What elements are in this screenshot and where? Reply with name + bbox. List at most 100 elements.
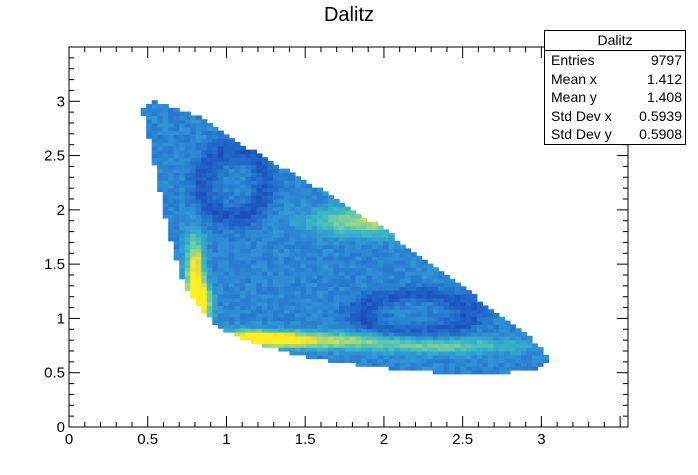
heatmap-cell bbox=[162, 111, 169, 116]
heatmap-cell bbox=[443, 362, 450, 367]
heatmap-cell bbox=[410, 259, 417, 265]
heatmap-cell bbox=[162, 123, 169, 128]
heatmap-cell bbox=[283, 237, 291, 242]
heatmap-cell bbox=[267, 313, 274, 318]
heatmap-cell bbox=[482, 358, 489, 363]
heatmap-cell bbox=[333, 233, 340, 238]
heatmap-cell bbox=[476, 351, 483, 356]
heatmap-cell bbox=[317, 286, 324, 291]
heatmap-cell bbox=[438, 316, 445, 322]
heatmap-cell bbox=[212, 210, 219, 215]
stats-row-entries: Entries 9797 bbox=[545, 51, 685, 70]
heatmap-cell bbox=[311, 221, 318, 227]
heatmap-cell bbox=[322, 195, 329, 200]
heatmap-cell bbox=[339, 328, 346, 333]
heatmap-cell bbox=[245, 328, 252, 333]
heatmap-cell bbox=[350, 290, 357, 295]
heatmap-cell bbox=[372, 354, 379, 360]
heatmap-cell bbox=[294, 328, 302, 333]
heatmap-cell bbox=[151, 126, 158, 132]
heatmap-cell bbox=[190, 248, 197, 253]
heatmap-cell bbox=[421, 366, 428, 371]
heatmap-cell bbox=[228, 161, 235, 166]
heatmap-cell bbox=[328, 328, 335, 333]
heatmap-cell bbox=[201, 290, 208, 295]
heatmap-cell bbox=[289, 332, 296, 337]
heatmap-cell bbox=[498, 370, 505, 375]
heatmap-cell bbox=[432, 305, 439, 310]
heatmap-cell bbox=[366, 358, 373, 363]
heatmap-cell bbox=[410, 335, 417, 341]
heatmap-cell bbox=[228, 229, 235, 234]
heatmap-cell bbox=[465, 301, 472, 306]
heatmap-cell bbox=[305, 263, 313, 268]
heatmap-cell bbox=[239, 180, 246, 185]
heatmap-cell bbox=[509, 324, 517, 329]
heatmap-cell bbox=[195, 115, 202, 120]
heatmap-cell bbox=[228, 149, 235, 154]
heatmap-cell bbox=[322, 259, 329, 265]
heatmap-cell bbox=[317, 297, 324, 303]
heatmap-cell bbox=[410, 278, 417, 284]
heatmap-cell bbox=[339, 225, 346, 230]
heatmap-cell bbox=[184, 278, 191, 284]
heatmap-cell bbox=[350, 221, 357, 227]
heatmap-cell bbox=[410, 282, 417, 287]
heatmap-cell bbox=[410, 290, 417, 295]
heatmap-cell bbox=[405, 286, 412, 291]
heatmap-cell bbox=[283, 183, 291, 189]
heatmap-cell bbox=[294, 305, 302, 310]
heatmap-cell bbox=[217, 153, 224, 158]
heatmap-cell bbox=[471, 366, 478, 371]
heatmap-cell bbox=[317, 351, 324, 356]
stats-title: Dalitz bbox=[545, 31, 685, 51]
heatmap-cell bbox=[377, 328, 384, 333]
heatmap-cell bbox=[366, 328, 373, 333]
heatmap-cell bbox=[476, 309, 483, 314]
heatmap-cell bbox=[372, 240, 379, 246]
heatmap-cell bbox=[157, 115, 164, 120]
heatmap-cell bbox=[184, 221, 191, 227]
heatmap-cell bbox=[173, 123, 180, 128]
heatmap-cell bbox=[383, 240, 390, 246]
heatmap-cell bbox=[294, 286, 302, 291]
heatmap-cell bbox=[482, 351, 489, 356]
heatmap-cell bbox=[289, 210, 296, 215]
heatmap-cell bbox=[151, 111, 158, 116]
heatmap-cell bbox=[372, 332, 379, 337]
heatmap-cell bbox=[272, 233, 280, 238]
heatmap-cell bbox=[383, 259, 390, 265]
heatmap-cell bbox=[190, 126, 197, 132]
heatmap-cell bbox=[283, 316, 291, 322]
heatmap-cell bbox=[261, 343, 268, 348]
heatmap-cell bbox=[449, 313, 456, 318]
heatmap-cell bbox=[300, 271, 307, 276]
heatmap-cell bbox=[294, 214, 302, 219]
heatmap-cell bbox=[234, 309, 241, 314]
heatmap-cell bbox=[168, 138, 175, 143]
heatmap-cell bbox=[504, 343, 511, 348]
heatmap-cell bbox=[184, 168, 191, 173]
heatmap-cell bbox=[377, 244, 384, 249]
heatmap-cell bbox=[366, 221, 373, 227]
heatmap-cell bbox=[173, 191, 180, 196]
heatmap-cell bbox=[515, 351, 522, 356]
heatmap-cell bbox=[394, 290, 401, 295]
heatmap-cell bbox=[256, 301, 263, 306]
heatmap-cell bbox=[416, 316, 423, 322]
heatmap-cell bbox=[212, 218, 219, 223]
heatmap-cell bbox=[322, 267, 329, 272]
heatmap-cell bbox=[328, 240, 335, 246]
heatmap-cell bbox=[223, 183, 230, 189]
heatmap-cell bbox=[261, 305, 268, 310]
heatmap-cell bbox=[305, 309, 313, 314]
heatmap-cell bbox=[256, 267, 263, 272]
heatmap-cell bbox=[206, 214, 213, 219]
heatmap-cell bbox=[350, 343, 357, 348]
heatmap-cell bbox=[333, 354, 340, 360]
heatmap-cell bbox=[289, 305, 296, 310]
heatmap-cell bbox=[355, 271, 362, 276]
heatmap-cell bbox=[416, 305, 423, 310]
heatmap-cell bbox=[394, 244, 401, 249]
heatmap-cell bbox=[399, 259, 406, 265]
